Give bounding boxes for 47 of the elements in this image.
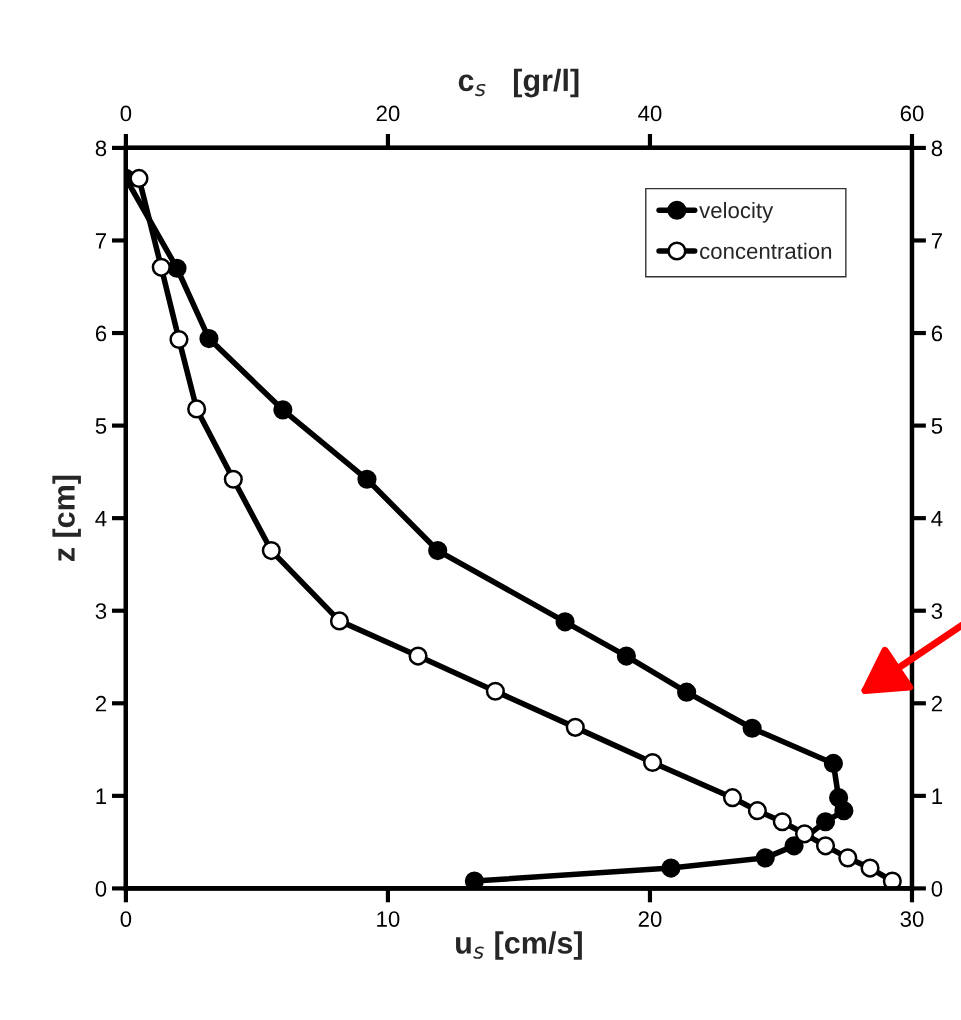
point (834, 801, 854, 821)
y2-tick-label: 8 (931, 140, 943, 157)
y-tick-label: 8 (95, 140, 107, 157)
x2-tick-label: 60 (900, 105, 924, 122)
y2-tick-label: 2 (931, 695, 942, 712)
y-tick-label: 4 (95, 510, 107, 527)
y2-tick-label: 5 (931, 418, 943, 434)
x2-tick-label: 40 (638, 105, 662, 122)
point (199, 329, 219, 349)
point (823, 753, 843, 774)
point (428, 540, 448, 561)
y-tick-label: 1 (96, 788, 107, 804)
point (357, 469, 377, 489)
y-tick-label: 7 (95, 233, 107, 249)
x-axis-title: u$_{s}$ [cm/s] (456, 931, 582, 960)
y-tick-label: 6 (95, 325, 107, 342)
point (755, 848, 775, 868)
y-tick-label: 5 (95, 418, 107, 434)
x-tick-label: 20 (638, 911, 662, 927)
y2-tick-label: 6 (931, 325, 943, 342)
point (815, 812, 836, 832)
y-tick-label: 3 (95, 603, 107, 619)
y-axis-title: z [cm] (52, 475, 81, 562)
x-tick-label: 0 (120, 911, 132, 927)
point (677, 682, 697, 702)
x-tick-label: 10 (377, 911, 400, 927)
x2-tick-label: 0 (120, 105, 132, 122)
y2-tick-label: 3 (931, 603, 943, 619)
y2-tick-label: 4 (931, 510, 943, 527)
legend-label: velocity (699, 201, 774, 223)
point (273, 400, 293, 420)
point (616, 646, 636, 666)
point (167, 258, 187, 278)
y-tick-label: 2 (95, 695, 107, 712)
y2-tick-label: 0 (931, 880, 943, 897)
text: c$_{s}$ [gr/l] (458, 68, 579, 98)
y2-tick-label: 1 (932, 788, 943, 804)
y-tick-label: 0 (95, 880, 107, 897)
legend-label: concentration (700, 242, 832, 259)
point (661, 858, 681, 878)
point (464, 871, 484, 889)
point (742, 718, 762, 738)
x2-tick-label: 20 (376, 105, 400, 122)
point (555, 612, 575, 632)
x-tick-label: 30 (900, 911, 924, 927)
y2-tick-label: 7 (931, 233, 942, 249)
point (784, 836, 804, 856)
